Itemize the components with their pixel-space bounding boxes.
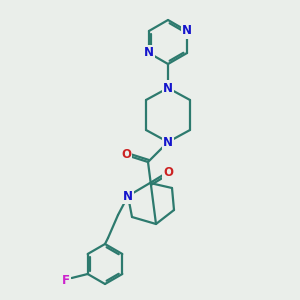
Text: N: N xyxy=(123,190,133,202)
Text: N: N xyxy=(163,136,173,148)
Text: O: O xyxy=(163,166,173,178)
Text: N: N xyxy=(182,25,192,38)
Text: N: N xyxy=(144,46,154,59)
Text: N: N xyxy=(163,82,173,94)
Text: O: O xyxy=(121,148,131,161)
Text: F: F xyxy=(62,274,70,286)
